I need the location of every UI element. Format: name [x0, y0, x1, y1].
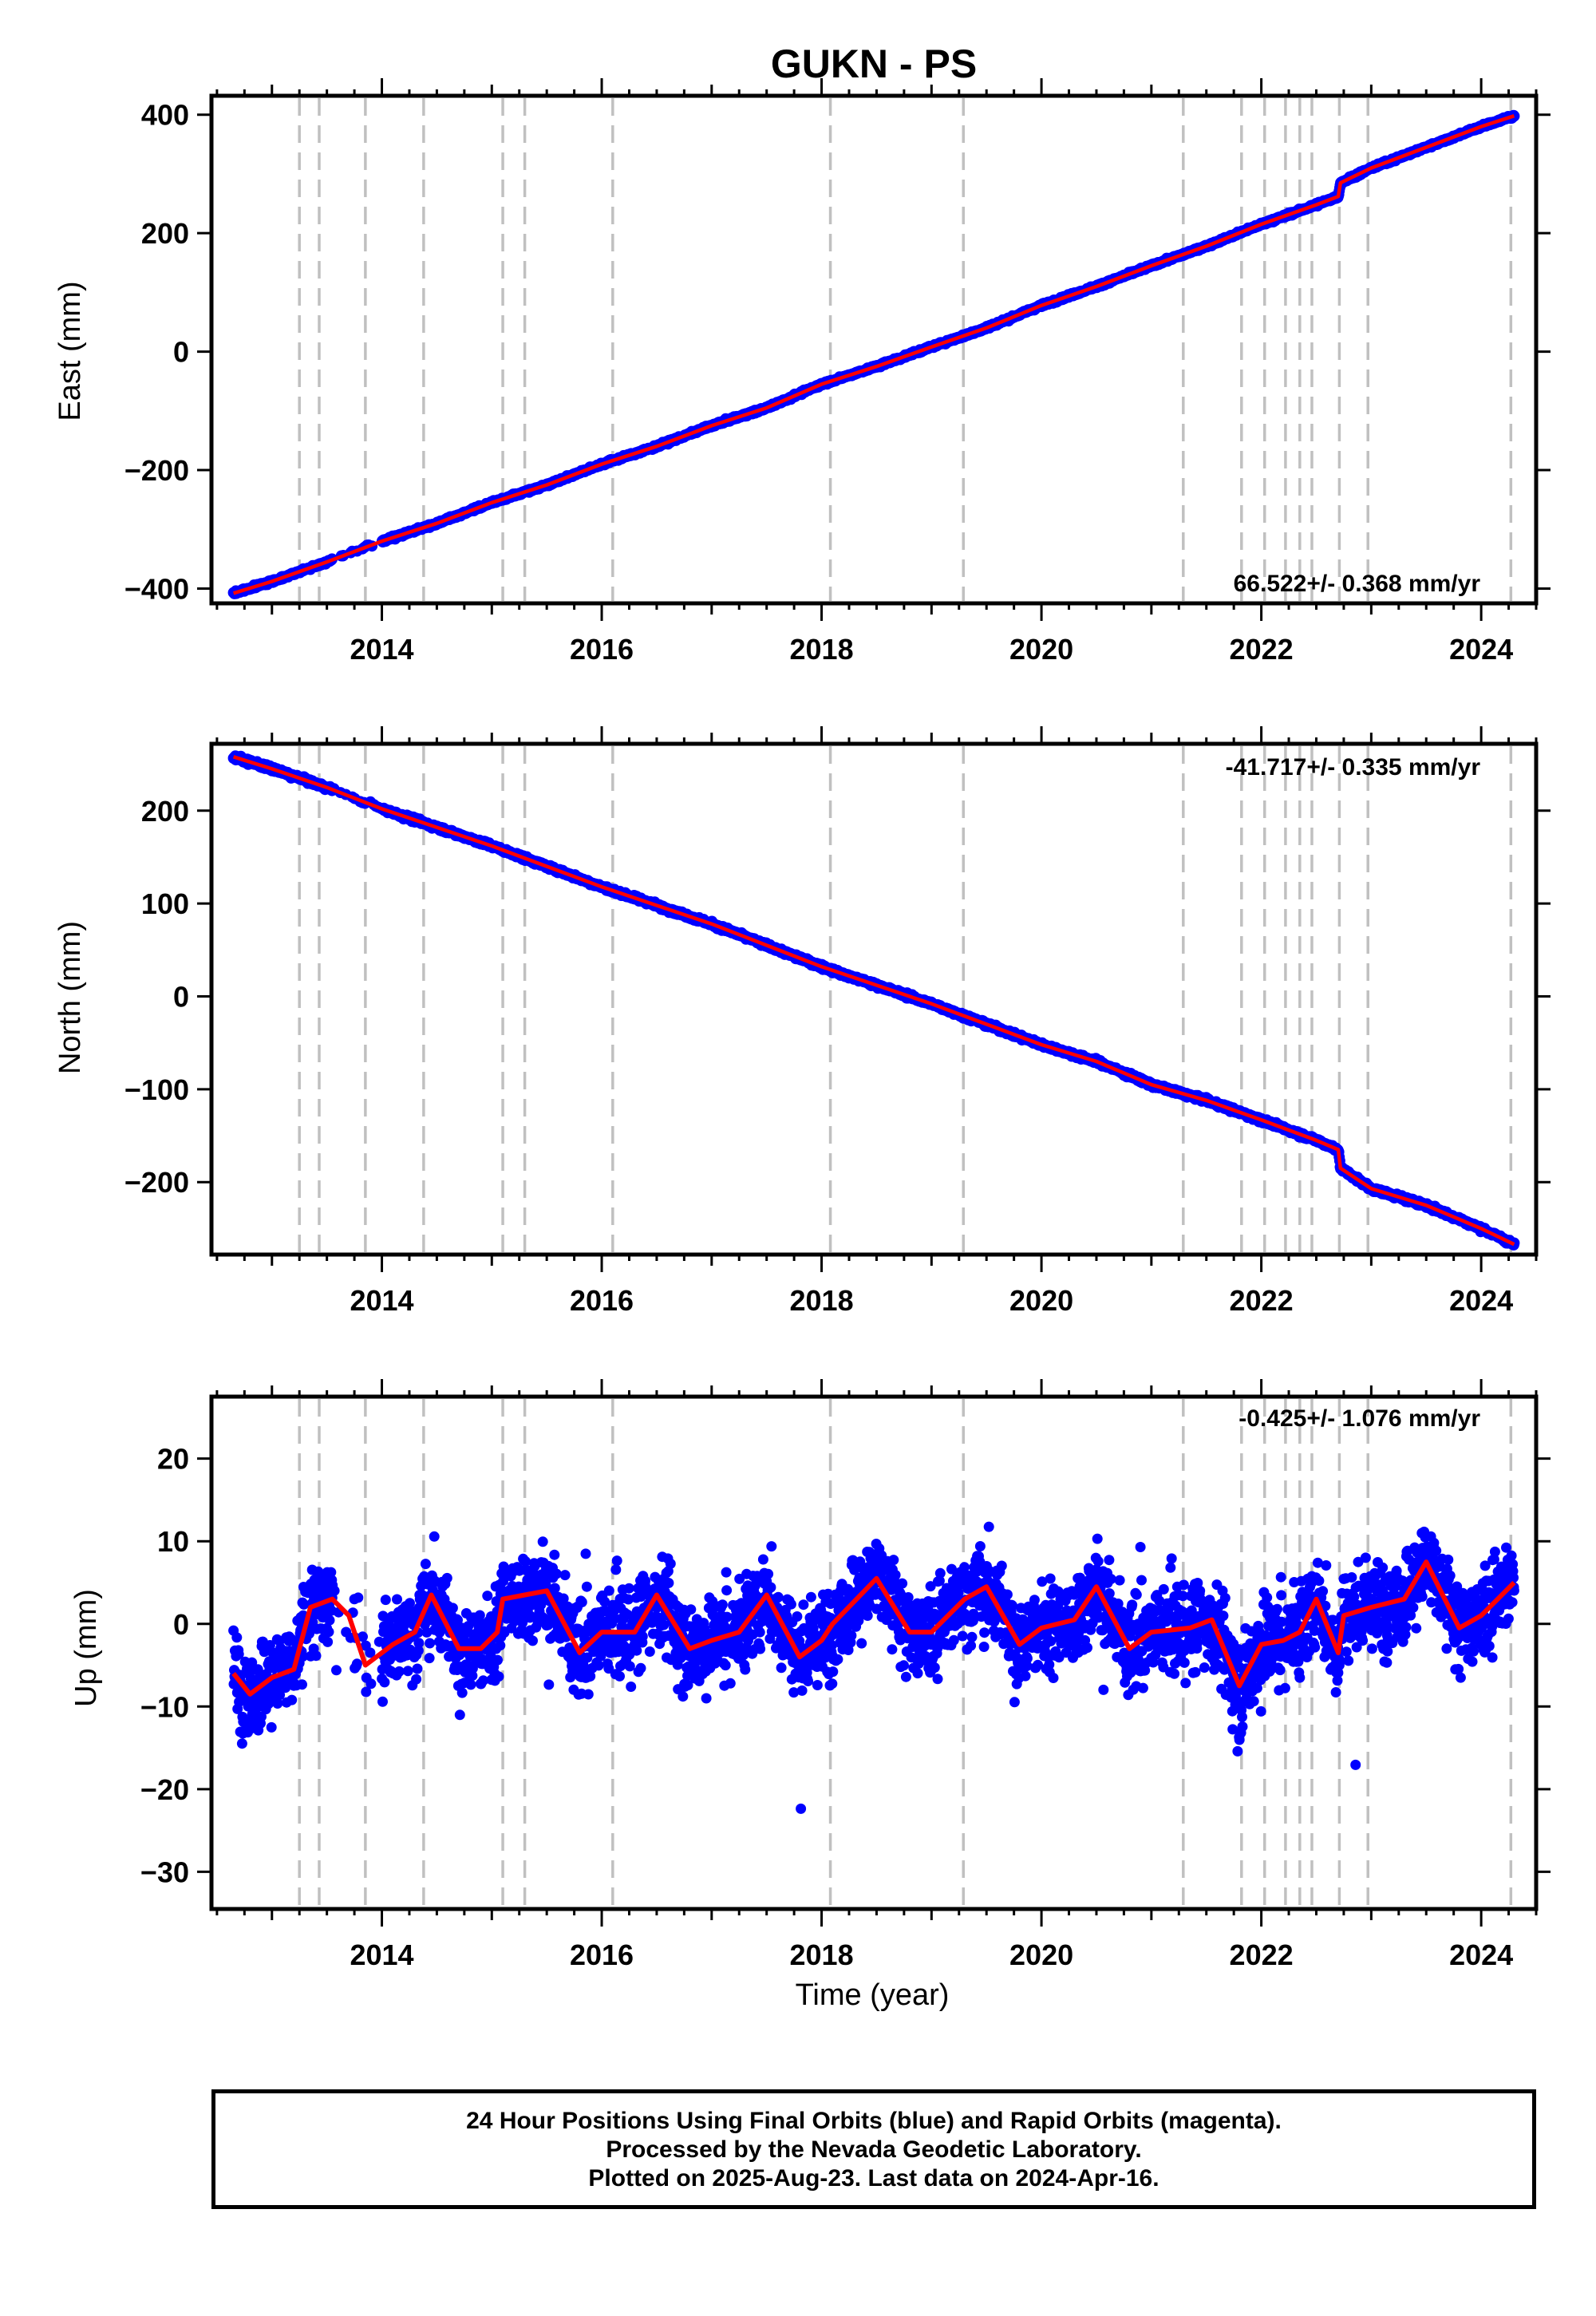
east-x-tick-label: 2020: [1009, 633, 1073, 666]
east-x-tick-label: 2014: [350, 633, 413, 666]
east-plot-area: −400 −200 0 200 400 2014 2016 2018 2020 2022 2024: [124, 78, 1551, 666]
east-x-tick-label: 2018: [790, 633, 854, 666]
east-x-tick-label: 2016: [570, 633, 634, 666]
east-y-tick-label: 0: [173, 336, 189, 369]
east-x-tick-label: 2024: [1449, 633, 1513, 666]
east-x-tick-label: 2022: [1230, 633, 1294, 666]
east-y-tick-label: −400: [124, 572, 189, 605]
east-y-tick-label: 200: [141, 217, 189, 250]
east-data-points: [227, 109, 1520, 599]
east-y-tick-label: 400: [141, 99, 189, 132]
north-data-points: [227, 750, 1520, 1251]
east-y-tick-label: −200: [124, 454, 189, 487]
